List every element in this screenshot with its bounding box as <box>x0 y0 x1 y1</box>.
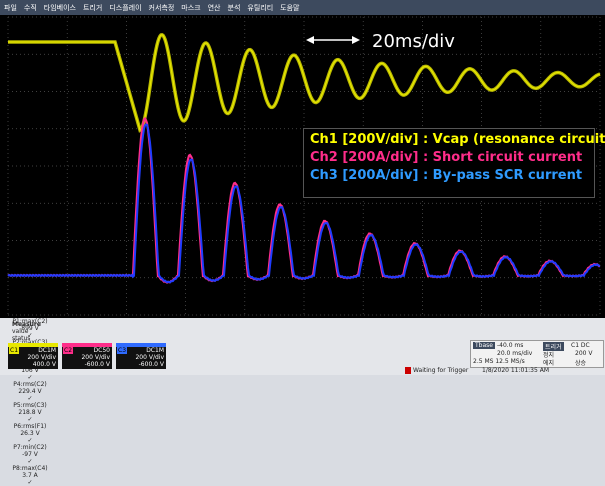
value-header: value <box>12 328 28 335</box>
param-status: ✓ <box>0 374 60 381</box>
param-status: ✓ <box>0 479 60 486</box>
param-name: P8:max(C4) <box>0 465 60 472</box>
menu-item: 디스플레이 <box>109 3 141 13</box>
param-name: P5:rms(C3) <box>0 402 60 409</box>
menu-item: 분석 <box>228 3 241 13</box>
param-status: ✓ <box>0 437 60 444</box>
channel-scale: 200 V/div <box>135 354 164 361</box>
channel-coupling: DC1M <box>38 347 56 354</box>
menu-item: 연산 <box>208 3 221 13</box>
menu-item: 트리거 <box>83 3 102 13</box>
timebase-panel: Tbase -40.0 ms 20.0 ms/div 2.5 MS 12.5 M… <box>470 340 604 368</box>
param-name: P6:rms(F1) <box>0 423 60 430</box>
param-name: P7:min(C2) <box>0 444 60 451</box>
tbase-rate: 2.5 MS 12.5 MS/s <box>473 358 525 365</box>
menu-item: 파일 <box>4 3 17 13</box>
datetime: 1/8/2020 11:01:35 AM <box>482 367 549 374</box>
menu-item: 유틸리티 <box>247 3 273 13</box>
menu-item: 타임베이스 <box>44 3 76 13</box>
menu-item: 마스크 <box>181 3 200 13</box>
param-status: ✓ <box>0 458 60 465</box>
param-value: 3.7 A <box>0 472 60 479</box>
legend-entry: Ch1 [200V/div] : Vcap (resonance circuit… <box>310 132 588 147</box>
legend-entry: Ch2 [200A/div] : Short circuit current <box>310 150 588 165</box>
param-status: ✓ <box>0 395 60 402</box>
param-value: 229.4 V <box>0 388 60 395</box>
tbase-delay: -40.0 ms <box>497 342 523 349</box>
channel-offset: -600.0 V <box>85 361 110 368</box>
channel-scale: 200 V/div <box>27 354 56 361</box>
param-name: P4:rms(C2) <box>0 381 60 388</box>
channel-offset: 400.0 V <box>33 361 56 368</box>
channel-scale: 200 V/div <box>81 354 110 361</box>
legend-box: Ch1 [200V/div] : Vcap (resonance circuit… <box>303 128 595 198</box>
trigger-source: C1 DC <box>571 342 590 349</box>
channel-id: C2 <box>63 347 73 354</box>
measure-header: Measure <box>12 321 41 328</box>
channel-id: C3 <box>117 347 127 354</box>
trigger-status: Waiting for Trigger <box>405 367 468 374</box>
tbase-label: Tbase <box>473 342 495 349</box>
page: 파일 수직 타임베이스 트리거 디스플레이 커서측정 마스크 연산 분석 유틸리티 도움말 20ms… <box>0 0 605 375</box>
param-status: ✓ <box>0 416 60 423</box>
channel-id: C1 <box>9 347 19 354</box>
channel-coupling: DC50 <box>94 347 110 354</box>
trigger-type: 에지 <box>543 358 554 367</box>
menu-bar: 파일 수직 타임베이스 트리거 디스플레이 커서측정 마스크 연산 분석 유틸리티 도움말 <box>0 0 605 15</box>
timebase-annotation: 20ms/div <box>372 31 455 52</box>
menu-item: 도움말 <box>280 3 299 13</box>
param-value: 26.3 V <box>0 430 60 437</box>
measure-panel: Measure value status Tbase -40.0 ms 20.0… <box>0 318 605 375</box>
trigger-slope: 상승 <box>575 358 586 367</box>
tbase-scale: 20.0 ms/div <box>497 350 532 357</box>
trigger-level: 200 V <box>575 350 592 357</box>
param-value: 218.8 V <box>0 409 60 416</box>
menu-item: 수직 <box>24 3 37 13</box>
param-value: -97 V <box>0 451 60 458</box>
status-header: status <box>12 335 30 342</box>
menu-item: 커서측정 <box>149 3 175 13</box>
channel-coupling: DC1M <box>146 347 164 354</box>
legend-entry: Ch3 [200A/div] : By-pass SCR current <box>310 168 588 183</box>
channel-offset: -600.0 V <box>139 361 164 368</box>
